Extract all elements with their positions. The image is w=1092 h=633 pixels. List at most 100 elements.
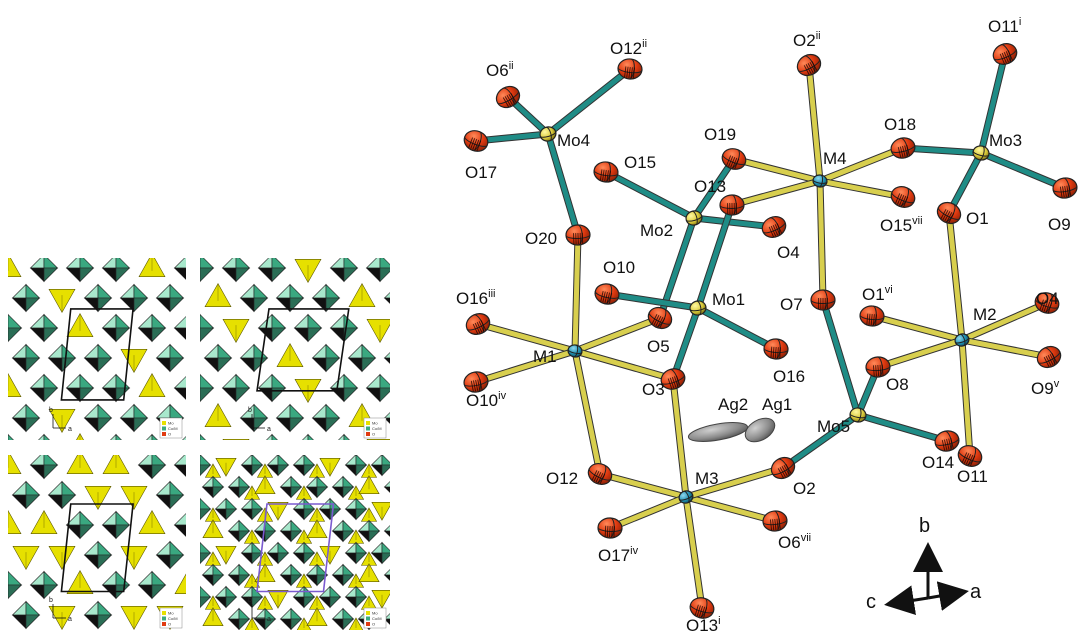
octahedron-face: [11, 614, 27, 630]
octahedron-face: [271, 258, 287, 269]
bond-M3-O2: [683, 465, 786, 500]
label-base: Mo1: [712, 290, 745, 309]
octahedron-face: [43, 267, 59, 283]
octahedron-face: [119, 417, 135, 433]
octahedron-face: [200, 498, 212, 510]
octahedron-face: [115, 313, 131, 329]
bond-M4-O13: [729, 178, 823, 208]
octahedron-face: [383, 569, 390, 576]
octahedron-face: [188, 435, 202, 449]
octahedron-face: [370, 541, 383, 554]
label-O19: O19: [704, 125, 736, 144]
atom-Mo2: [685, 210, 703, 226]
octahedron-face: [133, 283, 149, 299]
octahedron-face: [344, 541, 357, 554]
atom-O6ii: [495, 85, 521, 109]
label-O16: O16: [773, 367, 805, 386]
octahedron-face: [137, 464, 153, 480]
octahedron-face: [97, 554, 113, 570]
legend-label: Co/M: [372, 616, 382, 621]
label-Mo2: Mo2: [640, 221, 673, 240]
octahedron-face: [151, 313, 167, 329]
octahedron-face: [200, 433, 201, 440]
bond-Mo5-O2: [780, 412, 861, 471]
label-base: O9: [1031, 379, 1054, 398]
label-base: O20: [525, 229, 557, 248]
bond-M2-O4b: [959, 300, 1050, 343]
octahedron-face: [155, 540, 171, 556]
octahedron-face: [188, 452, 202, 466]
octahedron-face: [329, 327, 345, 343]
octahedron-face: [217, 343, 233, 359]
octahedron-face: [344, 464, 357, 477]
legend-swatch: [366, 426, 370, 431]
octahedron-face: [29, 373, 45, 389]
octahedron-face: [379, 387, 390, 403]
octahedron-face: [212, 486, 225, 499]
octahedron-face: [289, 403, 305, 419]
label-O10iv: O10iv: [466, 390, 507, 410]
octahedron-face: [119, 283, 135, 299]
silver-pair: [687, 417, 776, 443]
octahedron-face: [43, 464, 59, 480]
octahedron-face: [8, 433, 9, 440]
octahedron-face: [173, 267, 186, 280]
atom-O6vii: [762, 510, 788, 532]
label-superscript: i: [1019, 16, 1021, 28]
octahedron-face: [383, 292, 390, 299]
label-base: O17: [598, 546, 630, 565]
octahedron-face: [173, 316, 186, 329]
octahedron-face: [137, 570, 153, 586]
octahedron-face: [257, 387, 273, 403]
octahedron-face: [383, 530, 390, 537]
label-base: M1: [533, 347, 557, 366]
octahedron-face: [188, 315, 202, 329]
legend-label: O: [372, 622, 375, 627]
tetrahedron: [411, 520, 431, 538]
octahedron-face: [344, 455, 357, 466]
octahedron-face: [343, 373, 359, 389]
octahedron-face: [421, 487, 432, 498]
octahedron-face: [290, 618, 303, 630]
octahedron-face: [200, 258, 201, 269]
atom-O14: [934, 430, 960, 452]
octahedron-face: [421, 298, 435, 312]
octahedron-face: [307, 313, 323, 329]
octahedron-face: [316, 475, 329, 488]
label-O1vi: O1vi: [862, 284, 893, 304]
label-base: M2: [973, 305, 997, 324]
octahedron-face: [200, 552, 201, 565]
octahedron-face: [200, 541, 201, 554]
octahedron-face: [43, 584, 59, 600]
bond-Mo4-O20: [545, 131, 581, 238]
octahedron-face: [137, 455, 153, 466]
octahedron-face: [47, 480, 63, 496]
label-O5: O5: [647, 337, 670, 356]
octahedron-face: [169, 283, 185, 299]
label-M3: M3: [695, 469, 719, 488]
octahedron-face: [79, 267, 95, 283]
octahedron-face: [169, 343, 185, 359]
bond-M4-O2ii: [806, 62, 823, 184]
octahedron-face: [240, 585, 253, 598]
tetrahedron: [366, 319, 390, 344]
octahedron-face: [403, 268, 417, 282]
octahedron-face: [227, 574, 240, 587]
octahedron-face: [200, 267, 215, 282]
octahedron-face: [331, 574, 344, 587]
label-O13: O13: [694, 177, 726, 196]
legend-swatch: [162, 622, 166, 626]
label-base: O1: [966, 209, 989, 228]
octahedron-face: [370, 455, 383, 466]
octahedron-face: [292, 552, 305, 565]
octahedron-face: [188, 512, 202, 526]
octahedron-face: [416, 435, 430, 449]
octahedron-face: [221, 387, 237, 403]
octahedron-face: [101, 258, 117, 269]
atom-O13i: [689, 597, 715, 619]
octahedron-face: [365, 258, 381, 269]
octahedron-face: [29, 313, 45, 329]
bond-layer: [472, 50, 1069, 612]
octahedron-face: [97, 417, 113, 433]
